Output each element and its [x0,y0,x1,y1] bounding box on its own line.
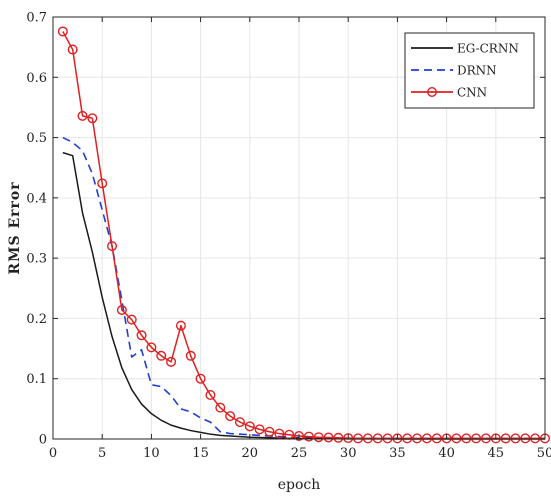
data-point-cnn [234,417,245,428]
axis-ticks [52,16,546,440]
y-tick-label: 0.5 [26,131,47,146]
y-tick-label: 0 [39,433,47,448]
data-point-cnn [87,113,98,124]
y-tick-label: 0.1 [26,372,47,387]
legend: EG-CRNN DRNN CNN [404,32,535,109]
data-point-cnn [343,433,354,444]
y-axis-label: RMS Error [7,181,23,274]
data-point-cnn [166,356,177,367]
x-tick-label: 0 [49,446,57,461]
series-cnn [57,26,551,444]
data-point-cnn [480,433,491,444]
data-point-cnn [333,432,344,443]
x-tick-label: 35 [389,446,406,461]
data-point-cnn [382,433,393,444]
data-point-cnn [185,350,196,361]
data-point-cnn [107,241,118,252]
data-point-cnn [156,350,167,361]
data-point-cnn [116,304,127,315]
x-tick-label: 20 [242,446,259,461]
legend-marker-cnn [427,86,438,97]
data-point-cnn [303,431,314,442]
legend-label-drnn: DRNN [457,64,497,78]
x-tick-label: 40 [438,446,455,461]
data-point-cnn [175,320,186,331]
y-tick-label: 0.2 [26,312,47,327]
data-point-cnn [244,421,255,432]
x-tick-label: 10 [143,446,160,461]
data-point-cnn [520,433,531,444]
legend-entry-cnn: CNN [411,86,487,100]
x-tick-label: 5 [98,446,106,461]
data-point-cnn [146,342,157,353]
data-point-cnn [421,433,432,444]
y-tick-label: 0.6 [26,71,47,86]
data-point-cnn [530,433,541,444]
legend-label-eg-crnn: EG-CRNN [457,42,519,56]
data-point-cnn [67,44,78,55]
x-tick-labels: 0 5 10 15 20 25 30 35 40 45 50 [49,446,551,461]
data-point-cnn [313,432,324,443]
data-point-cnn [274,428,285,439]
x-tick-label: 50 [537,446,551,461]
data-point-cnn [225,411,236,422]
x-tick-label: 25 [291,446,308,461]
data-point-cnn [215,402,226,413]
y-tick-label: 0.3 [26,252,47,267]
y-tick-label: 0.7 [26,11,47,26]
data-point-cnn [294,430,305,441]
data-point-cnn [451,433,462,444]
data-point-cnn [97,178,108,189]
data-point-cnn [431,433,442,444]
legend-label-cnn: CNN [457,86,487,100]
y-tick-labels: 0 0.1 0.2 0.3 0.4 0.5 0.6 0.7 [26,11,47,448]
x-tick-label: 45 [488,446,505,461]
data-point-cnn [500,433,511,444]
data-point-cnn [362,433,373,444]
data-point-cnn [412,433,423,444]
data-point-cnn [195,373,206,384]
data-point-cnn [461,433,472,444]
y-tick-label: 0.4 [26,191,47,206]
data-point-cnn [402,433,413,444]
data-point-cnn [353,433,364,444]
data-point-cnn [254,424,265,435]
data-point-cnn [77,110,88,121]
legend-entry-drnn: DRNN [411,64,497,78]
data-point-cnn [136,330,147,341]
x-tick-label: 30 [340,446,357,461]
data-point-cnn [57,26,68,37]
x-tick-label: 15 [192,446,209,461]
legend-entry-eg-crnn: EG-CRNN [411,42,519,56]
data-point-cnn [264,426,275,437]
series-layer [57,26,551,444]
x-axis-label: epoch [278,477,321,493]
data-point-cnn [471,433,482,444]
data-point-cnn [205,389,216,400]
data-point-cnn [323,432,334,443]
data-point-cnn [372,433,383,444]
data-point-cnn [510,433,521,444]
data-point-cnn [126,314,137,325]
